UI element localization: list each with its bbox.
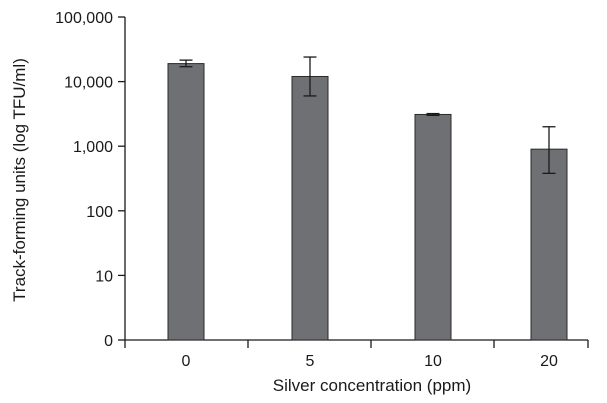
x-tick-label: 10: [424, 353, 442, 370]
bar: [167, 63, 205, 341]
y-tick-label: 1,000: [73, 139, 113, 156]
y-tick-label: 10: [95, 268, 113, 285]
bar: [414, 113, 452, 341]
x-tick-label: 20: [540, 353, 558, 370]
bar: [530, 148, 568, 341]
x-axis-title: Silver concentration (ppm): [273, 376, 471, 395]
y-tick-label: 10,000: [64, 75, 113, 92]
plot-area: 0 10 100 1,000 10,000 100,000 0 5 10 20: [55, 10, 589, 370]
y-tick-label: 0: [104, 333, 113, 350]
x-tick-label: 0: [182, 353, 191, 370]
y-tick-label: 100,000: [55, 10, 113, 27]
y-axis-title: Track-forming units (log TFU/ml): [10, 58, 29, 302]
bar: [291, 75, 329, 341]
x-tick-label: 5: [306, 353, 315, 370]
y-tick-label: 100: [86, 204, 113, 221]
